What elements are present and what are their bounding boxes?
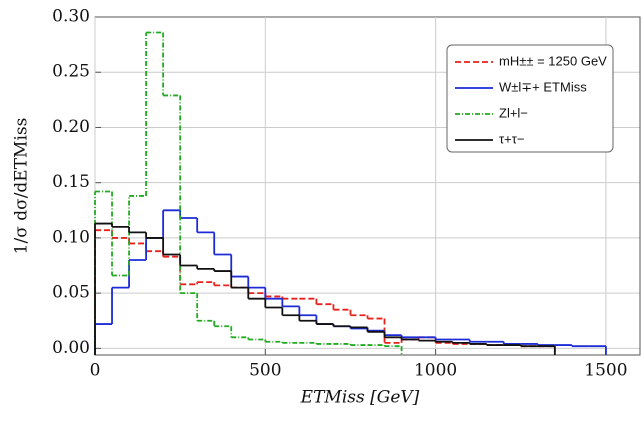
legend-label: τ+τ−	[499, 131, 524, 146]
y-axis-label: 1/σ dσ/dETMiss	[12, 118, 32, 255]
legend-label: mH±± = 1250 GeV	[499, 53, 607, 68]
legend-box	[446, 44, 614, 153]
y-tick-label: 0.20	[52, 117, 90, 137]
legend: mH±± = 1250 GeV W±l∓+ ETMiss Zl+l− τ+τ−	[446, 44, 614, 153]
x-tick-label: 1000	[414, 361, 457, 381]
y-tick-label: 0.15	[52, 172, 90, 192]
y-tick-label: 0.30	[52, 7, 90, 27]
legend-label: Zl+l−	[499, 105, 528, 120]
y-tick-label: 0.10	[52, 227, 90, 247]
x-tick-label: 500	[249, 361, 281, 381]
y-tick-label: 0.00	[52, 338, 90, 358]
y-tick-label: 0.25	[52, 62, 90, 82]
x-tick-label: 0	[90, 361, 101, 381]
x-axis-label: ETMiss [GeV]	[300, 388, 420, 408]
x-tick-label: 1500	[584, 361, 627, 381]
legend-label: W±l∓+ ETMiss	[499, 79, 587, 94]
y-tick-label: 0.05	[52, 283, 90, 303]
